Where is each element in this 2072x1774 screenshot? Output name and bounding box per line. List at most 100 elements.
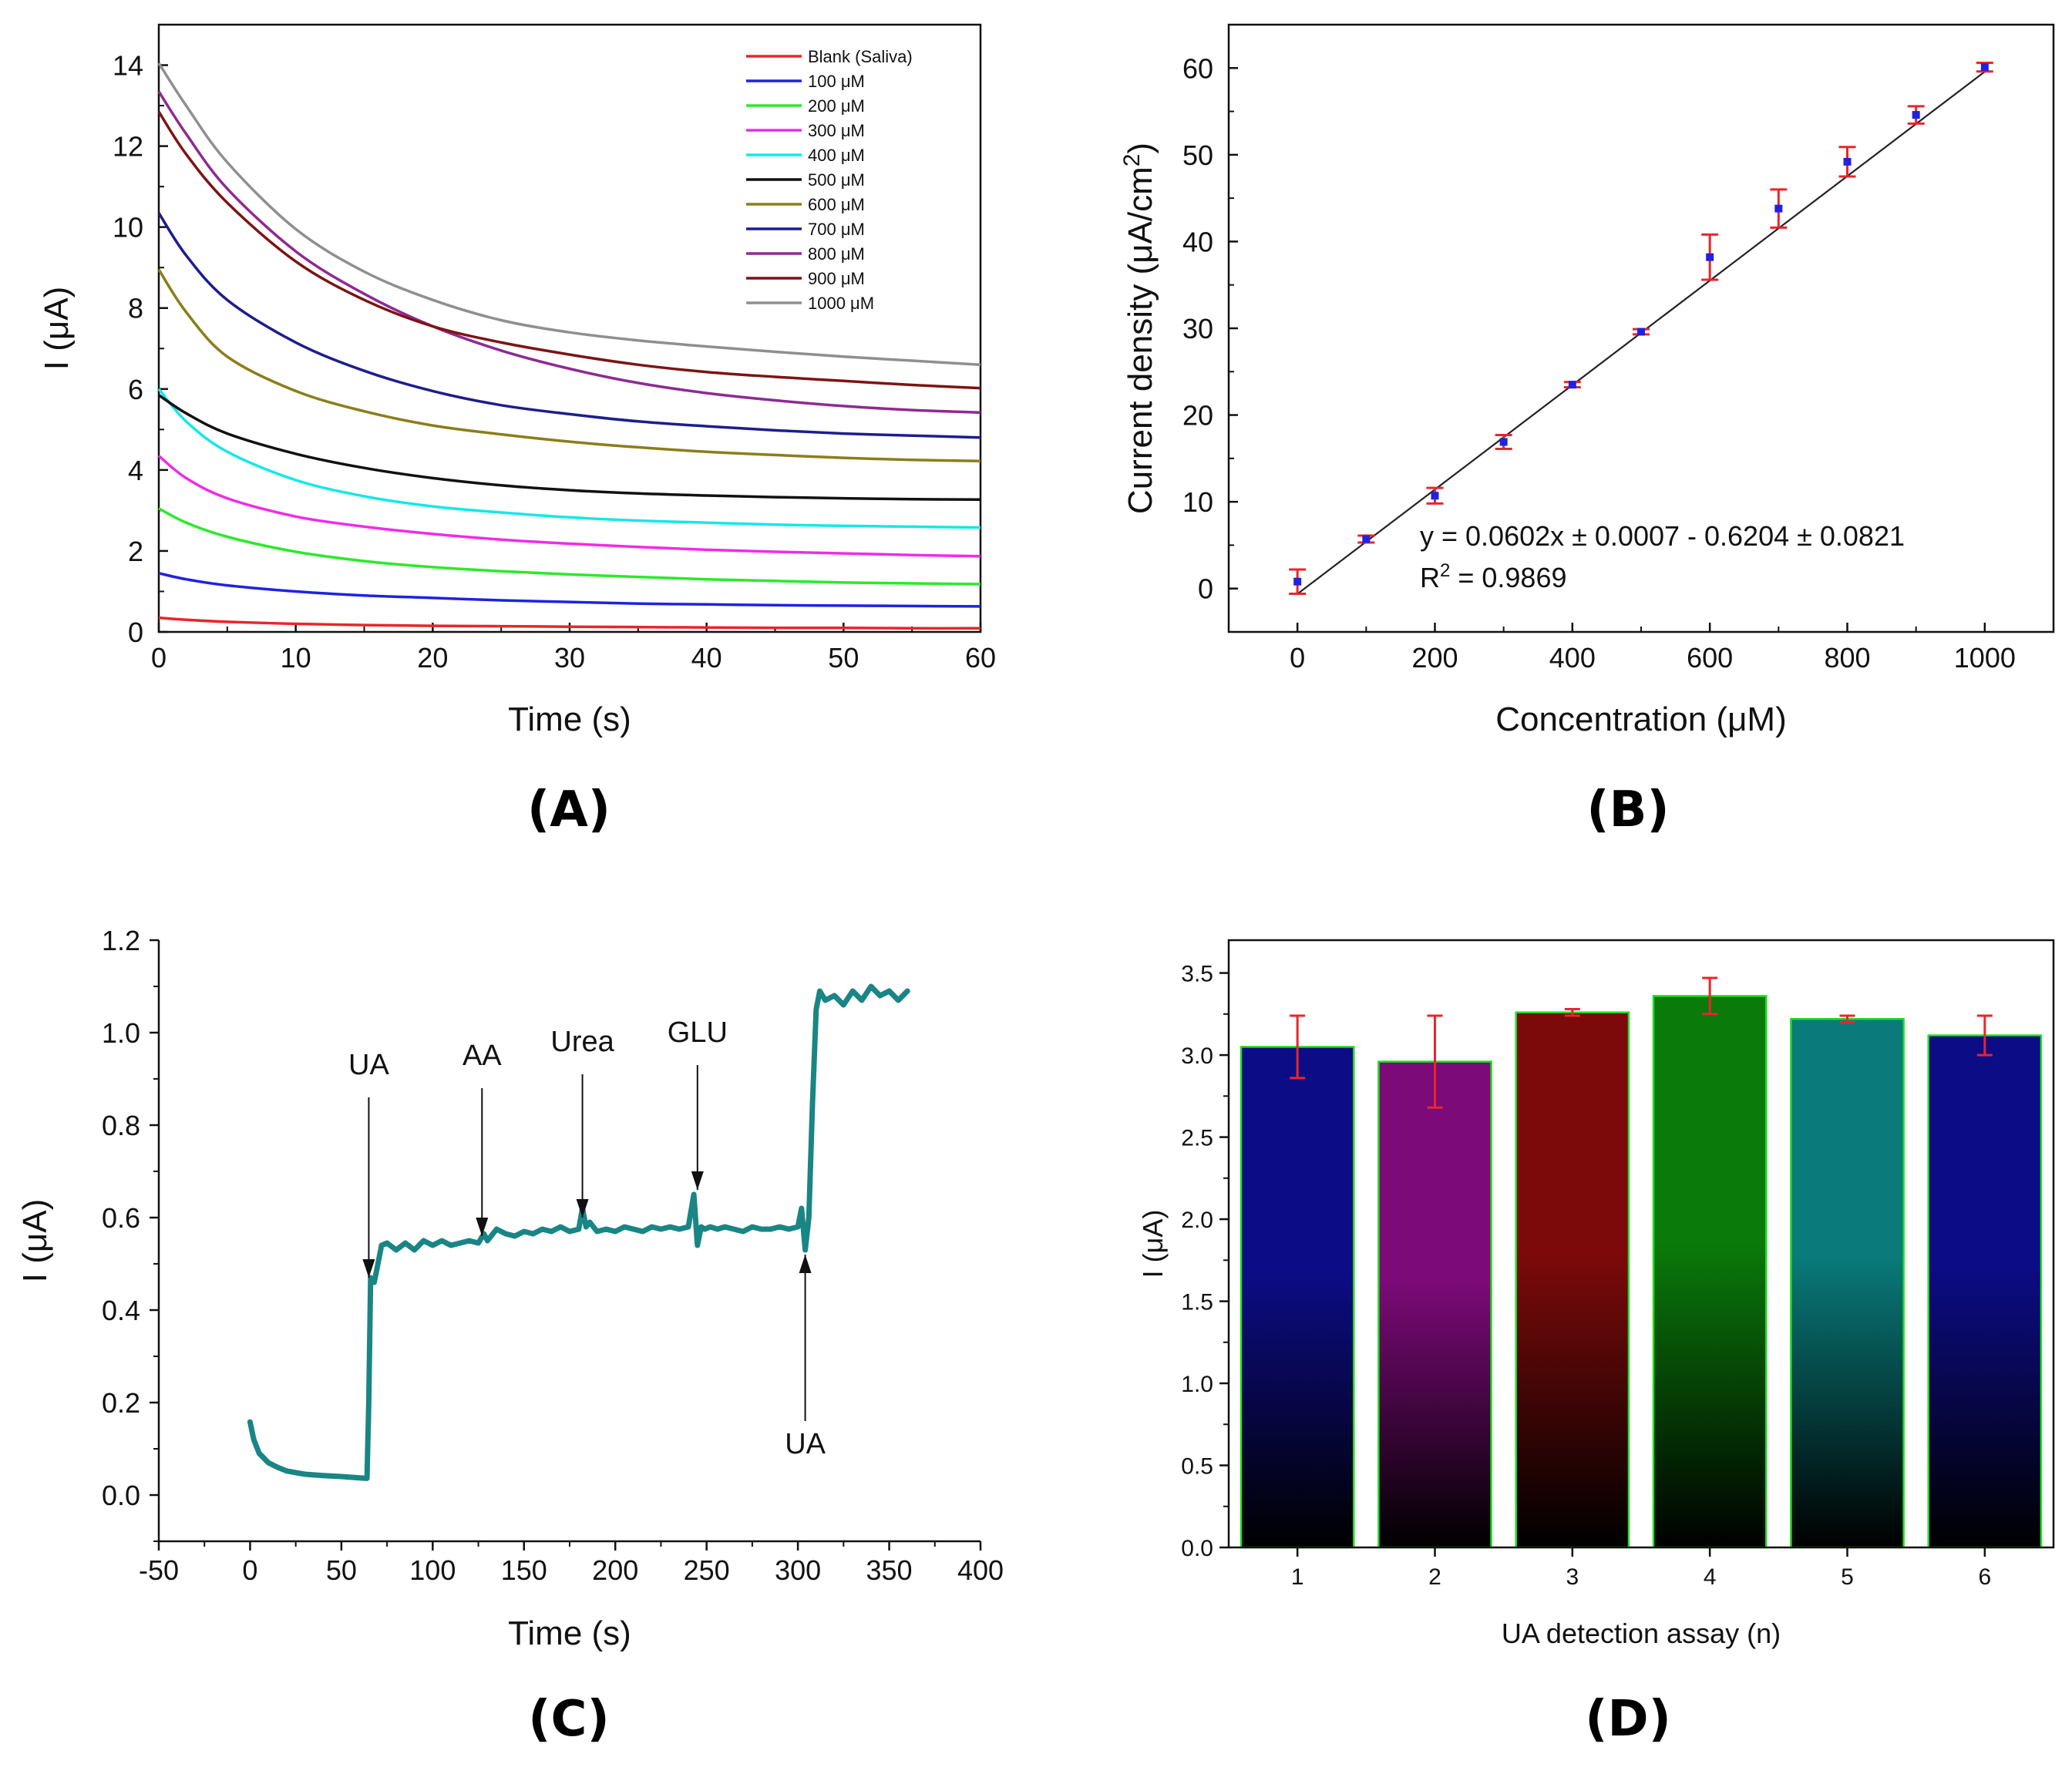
panel-a-series-line bbox=[157, 212, 981, 439]
panel-b-x-tick-label: 400 bbox=[1549, 642, 1596, 674]
panel-a-y-tick-label: 14 bbox=[113, 50, 143, 82]
panel-c-y-tick-label: 0.6 bbox=[102, 1202, 140, 1234]
panel-d-bar bbox=[1927, 1034, 2043, 1549]
panel-a-legend-label: 200 μM bbox=[808, 96, 865, 116]
panel-c-annotation-label: GLU bbox=[668, 1016, 728, 1049]
panel-a-y-tick-label: 8 bbox=[128, 293, 143, 324]
panel-d-y-tick-label: 0.0 bbox=[1181, 1536, 1213, 1561]
panel-b-data-point bbox=[1843, 157, 1852, 166]
panel-a-y-tick-label: 0 bbox=[128, 617, 143, 648]
panel-c-y-tick-label: 0.8 bbox=[102, 1110, 140, 1141]
panel-d-bar bbox=[1515, 1011, 1630, 1549]
panel-c-annotation-label: AA bbox=[462, 1040, 502, 1072]
panel-a-legend-label: 800 μM bbox=[808, 244, 865, 264]
panel-d-y-tick-label: 2.0 bbox=[1181, 1208, 1213, 1233]
panel-d-x-tick-label: 3 bbox=[1566, 1564, 1579, 1590]
panel-a-x-tick-label: 50 bbox=[828, 642, 859, 674]
panel-a-y-tick-label: 12 bbox=[113, 131, 143, 163]
panel-b-y-tick-label: 30 bbox=[1182, 313, 1213, 344]
panel-b-x-axis-title: Concentration (μM) bbox=[1495, 701, 1786, 738]
panel-d-y-tick-label: 0.5 bbox=[1181, 1454, 1213, 1480]
panel-d-x-axis-title: UA detection assay (n) bbox=[1502, 1618, 1781, 1649]
panel-d-x-tick-label: 4 bbox=[1704, 1564, 1717, 1590]
panel-b-x-tick-label: 0 bbox=[1290, 642, 1305, 674]
panel-a-series-line bbox=[157, 62, 981, 367]
panel-c-y-tick-label: 0.2 bbox=[102, 1387, 140, 1419]
panel-a-legend-label: Blank (Saliva) bbox=[808, 47, 913, 66]
panel-a-series-line bbox=[158, 572, 981, 608]
panel-b-r-squared: R2 = 0.9869 bbox=[1420, 560, 1567, 593]
panel-a-y-tick-label: 10 bbox=[113, 212, 143, 244]
panel-a-x-tick-label: 30 bbox=[554, 642, 585, 674]
panel-d-bar bbox=[1240, 1046, 1355, 1549]
panel-c-annotation-arrowhead bbox=[691, 1171, 704, 1190]
panel-c-annotation-arrowhead bbox=[799, 1255, 812, 1273]
panel-a-x-tick-label: 40 bbox=[691, 642, 722, 674]
panel-a-legend-label: 700 μM bbox=[808, 220, 865, 239]
panel-a-series-line bbox=[157, 110, 981, 390]
panel-a-y-tick-label: 2 bbox=[128, 536, 143, 567]
panel-b-y-tick-label: 20 bbox=[1182, 400, 1213, 432]
panel-a-series-line bbox=[157, 388, 981, 529]
panel-a-series-line bbox=[158, 507, 981, 586]
panel-a-transient-chart: 0 10 20 30 40 50 60 0 2 4 6 8 10 12 14 Time (s) I (μA) Bl… bbox=[38, 23, 996, 738]
panel-a-legend-label: 100 μM bbox=[808, 72, 865, 91]
panel-b-data-point bbox=[1706, 253, 1714, 261]
panel-c-y-tick-label: 1.0 bbox=[102, 1017, 140, 1049]
panel-d-reproducibility-chart: 1 2 3 4 5 6 0.0 0.5 1.0 1.5 2.0 2.5 3.0 3.5 UA detecti… bbox=[1137, 939, 2055, 1649]
panel-b-y-tick-label: 60 bbox=[1182, 52, 1213, 84]
panel-c-annotation-label: UA bbox=[348, 1049, 389, 1081]
panel-d-bar bbox=[1377, 1060, 1492, 1549]
panel-b-data-point bbox=[1912, 111, 1920, 119]
panel-c-annotation-arrowhead bbox=[476, 1218, 489, 1236]
panel-a-legend-label: 900 μM bbox=[808, 269, 865, 288]
panel-b-x-tick-label: 600 bbox=[1687, 642, 1733, 674]
panel-c-selectivity-chart: -50 0 50 100 150 200 250 300 350 400 0.0 0.2 0.4 0.6 0… bbox=[16, 925, 1004, 1652]
panel-b-data-point bbox=[1431, 492, 1439, 500]
panel-a-plot-frame bbox=[157, 23, 982, 633]
panel-b-x-tick-label: 1000 bbox=[1954, 642, 2016, 674]
panel-d-y-tick-label: 3.0 bbox=[1181, 1043, 1213, 1069]
panel-c-x-tick-label: 0 bbox=[242, 1554, 257, 1586]
panel-b-data-point bbox=[1568, 381, 1576, 389]
panel-a-series-line bbox=[158, 394, 981, 501]
panel-c-label: (C) bbox=[528, 1691, 609, 1748]
panel-d-x-tick-label: 1 bbox=[1291, 1564, 1304, 1590]
panel-a-series-line bbox=[157, 90, 981, 415]
panel-c-x-tick-label: 200 bbox=[592, 1554, 638, 1586]
panel-c-annotation-arrowhead bbox=[362, 1259, 375, 1278]
panel-c-x-tick-label: 300 bbox=[775, 1554, 821, 1586]
panel-b-data-point bbox=[1637, 328, 1645, 336]
panel-c-x-tick-label: 350 bbox=[866, 1554, 913, 1586]
panel-d-x-tick-label: 2 bbox=[1428, 1564, 1441, 1590]
panel-a-legend-label: 400 μM bbox=[808, 146, 865, 165]
panel-b-label: (B) bbox=[1586, 781, 1669, 838]
panel-c-x-tick-label: 50 bbox=[326, 1554, 357, 1586]
panel-b-y-tick-label: 0 bbox=[1198, 573, 1213, 605]
panel-c-x-tick-label: 250 bbox=[684, 1554, 730, 1586]
panel-c-y-tick-label: 1.2 bbox=[102, 925, 140, 956]
panel-c-annotation-label: Urea bbox=[550, 1026, 614, 1058]
panel-c-y-axis-title: I (μA) bbox=[16, 1199, 54, 1282]
panel-d-y-axis-title: I (μA) bbox=[1137, 1210, 1169, 1278]
panel-b-fit-equation: y = 0.0602x ± 0.0007 - 0.6204 ± 0.0821 bbox=[1420, 520, 1905, 552]
panel-d-label: (D) bbox=[1585, 1691, 1671, 1748]
panel-a-series-line bbox=[158, 616, 981, 630]
panel-a-y-tick-label: 4 bbox=[128, 455, 143, 486]
panel-d-bar bbox=[1790, 1017, 1905, 1549]
panel-d-y-tick-label: 1.0 bbox=[1181, 1372, 1213, 1397]
panel-c-current-trace bbox=[247, 983, 910, 1481]
panel-b-y-tick-label: 40 bbox=[1182, 226, 1213, 257]
panel-a-legend-label: 600 μM bbox=[808, 195, 865, 214]
panel-c-x-tick-label: 400 bbox=[957, 1554, 1004, 1586]
panel-a-legend-label: 500 μM bbox=[808, 170, 865, 190]
panel-a-y-tick-label: 6 bbox=[128, 374, 143, 405]
panel-a-label: (A) bbox=[527, 781, 610, 838]
panel-b-x-tick-label: 800 bbox=[1824, 642, 1870, 674]
panel-a-y-axis-title: I (μA) bbox=[38, 287, 76, 370]
panel-c-x-axis-title: Time (s) bbox=[508, 1614, 631, 1652]
panel-b-x-tick-label: 200 bbox=[1411, 642, 1458, 674]
panel-b-data-point bbox=[1362, 535, 1371, 543]
panel-a-legend-label: 1000 μM bbox=[808, 294, 874, 313]
panel-c-x-tick-label: 100 bbox=[409, 1554, 456, 1586]
